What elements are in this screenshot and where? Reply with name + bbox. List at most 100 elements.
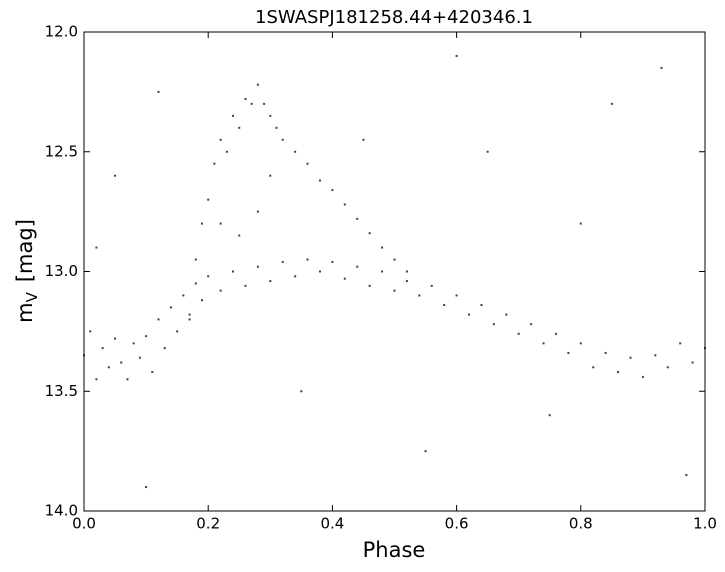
- point: [244, 284, 247, 287]
- point: [300, 390, 303, 393]
- x-tick-label: 0.0: [72, 515, 96, 533]
- point: [424, 450, 427, 453]
- point: [269, 174, 272, 177]
- point: [443, 304, 446, 307]
- point: [194, 282, 197, 285]
- point: [393, 289, 396, 292]
- point: [405, 270, 408, 273]
- point: [654, 354, 657, 357]
- point: [238, 234, 241, 237]
- point: [182, 294, 185, 297]
- y-tick-label: 12.0: [45, 23, 78, 41]
- point: [306, 258, 309, 261]
- point: [213, 162, 216, 165]
- point: [294, 275, 297, 278]
- point: [685, 474, 688, 477]
- point: [492, 323, 495, 326]
- y-tick-label: 13.5: [45, 382, 78, 400]
- point: [368, 284, 371, 287]
- y-label-sub: V: [23, 291, 41, 302]
- point: [275, 126, 278, 129]
- point: [604, 351, 607, 354]
- point: [256, 83, 259, 86]
- point: [318, 270, 321, 273]
- point: [617, 371, 620, 374]
- point: [207, 198, 210, 201]
- point: [517, 332, 520, 335]
- chart-title: 1SWASPJ181258.44+420346.1: [255, 7, 533, 28]
- point: [306, 162, 309, 165]
- point: [405, 280, 408, 283]
- point: [194, 258, 197, 261]
- point: [151, 371, 154, 374]
- point: [480, 304, 483, 307]
- point: [660, 66, 663, 69]
- point: [114, 174, 117, 177]
- point: [455, 54, 458, 57]
- point: [530, 323, 533, 326]
- point: [138, 356, 141, 359]
- point: [318, 179, 321, 182]
- point: [188, 313, 191, 316]
- x-axis-label: Phase: [363, 538, 426, 562]
- point: [381, 246, 384, 249]
- point: [163, 347, 166, 350]
- point: [95, 378, 98, 381]
- point: [145, 486, 148, 489]
- point: [244, 98, 247, 101]
- point: [269, 280, 272, 283]
- point: [579, 342, 582, 345]
- point: [281, 138, 284, 141]
- point: [610, 102, 613, 105]
- point: [666, 366, 669, 369]
- point: [132, 342, 135, 345]
- point: [114, 337, 117, 340]
- x-tick-label: 1.0: [693, 515, 717, 533]
- point: [219, 222, 222, 225]
- point: [120, 361, 123, 364]
- point: [256, 265, 259, 268]
- point: [126, 378, 129, 381]
- point: [200, 299, 203, 302]
- x-tick-label: 0.6: [445, 515, 469, 533]
- point: [629, 356, 632, 359]
- y-label-main: m: [13, 302, 37, 322]
- point: [101, 347, 104, 350]
- point: [281, 260, 284, 263]
- point: [368, 232, 371, 235]
- point: [356, 217, 359, 220]
- point: [343, 203, 346, 206]
- point: [381, 270, 384, 273]
- point: [238, 126, 241, 129]
- point: [343, 277, 346, 280]
- point: [362, 138, 365, 141]
- point: [331, 260, 334, 263]
- point: [356, 265, 359, 268]
- point: [691, 361, 694, 364]
- point: [486, 150, 489, 153]
- point: [89, 330, 92, 333]
- point: [554, 332, 557, 335]
- point: [679, 342, 682, 345]
- point: [418, 294, 421, 297]
- point: [250, 102, 253, 105]
- x-tick-label: 0.4: [320, 515, 344, 533]
- point: [169, 306, 172, 309]
- point: [207, 275, 210, 278]
- x-tick-label: 0.8: [569, 515, 593, 533]
- point: [200, 222, 203, 225]
- point: [579, 222, 582, 225]
- point: [430, 284, 433, 287]
- point: [505, 313, 508, 316]
- point: [157, 90, 160, 93]
- point: [232, 270, 235, 273]
- y-tick-label: 12.5: [45, 142, 78, 160]
- point: [263, 102, 266, 105]
- y-axis-label-text: mV [mag]: [13, 219, 41, 323]
- point: [592, 366, 595, 369]
- point: [145, 335, 148, 338]
- point: [188, 318, 191, 321]
- point: [542, 342, 545, 345]
- point: [157, 318, 160, 321]
